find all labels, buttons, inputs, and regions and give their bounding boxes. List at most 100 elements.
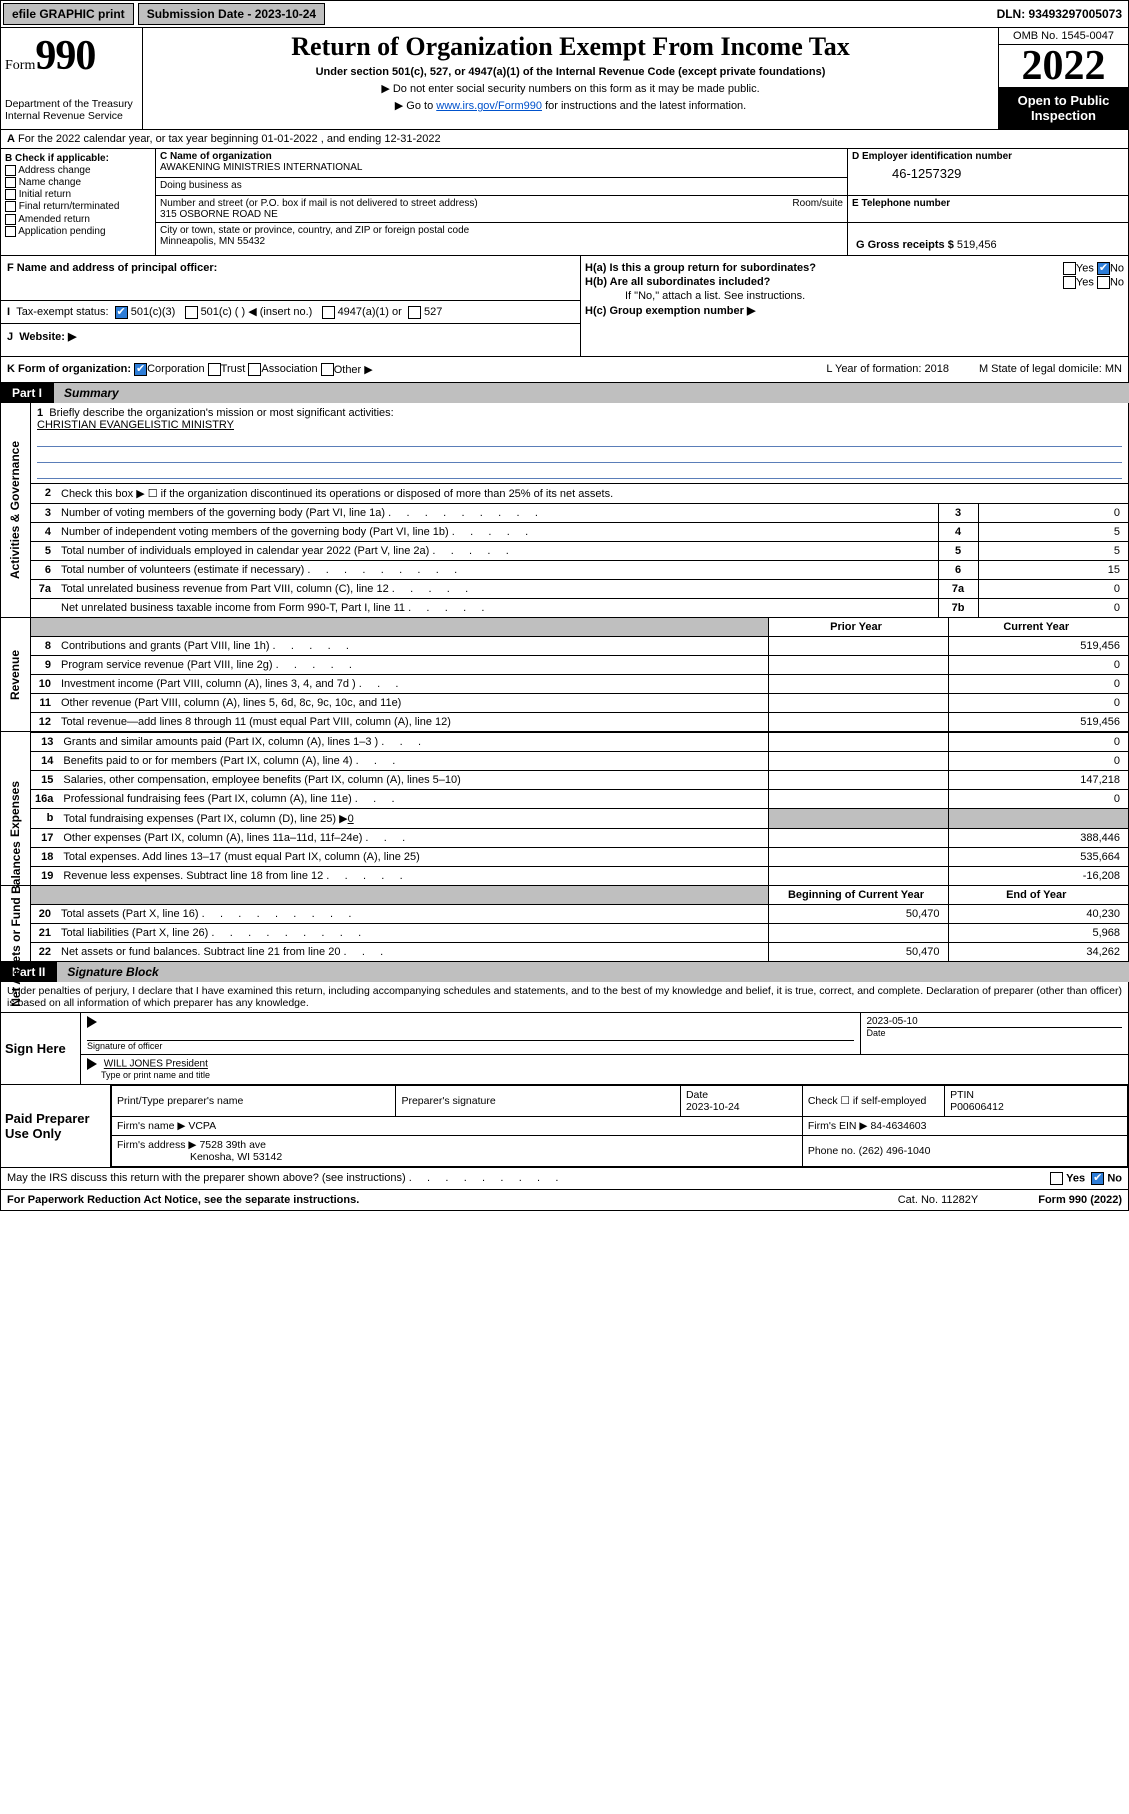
pdate-label: Date [686, 1089, 708, 1101]
opt-final: Final return/terminated [19, 202, 120, 213]
street-label: Number and street (or P.O. box if mail i… [160, 198, 478, 209]
part1-label: Part I [0, 383, 54, 403]
chk-501c3[interactable]: ✔ [115, 306, 128, 319]
e19-text: Revenue less expenses. Subtract line 18 … [63, 870, 402, 882]
city-row: City or town, state or province, country… [156, 222, 1128, 255]
chk-assoc[interactable] [248, 363, 261, 376]
irs-link[interactable]: www.irs.gov/Form990 [436, 100, 542, 112]
r11-text: Other revenue (Part VIII, column (A), li… [61, 697, 401, 709]
l5-val: 5 [978, 542, 1128, 561]
revenue-section: Revenue Prior YearCurrent Year 8Contribu… [0, 618, 1129, 732]
psig-label: Preparer's signature [396, 1086, 680, 1117]
line-a-text: For the 2022 calendar year, or tax year … [18, 133, 441, 145]
chk-other[interactable] [321, 363, 334, 376]
expenses-table: 13Grants and similar amounts paid (Part … [31, 732, 1128, 885]
column-cd: C Name of organization AWAKENING MINISTR… [156, 149, 1128, 255]
ein-box: D Employer identification number 46-1257… [848, 149, 1128, 195]
chk-4947[interactable] [322, 306, 335, 319]
chk-corp[interactable]: ✔ [134, 363, 147, 376]
chk-address[interactable]: Address change [5, 165, 151, 176]
chk-final[interactable]: Final return/terminated [5, 201, 151, 212]
type-name-label: Type or print name and title [101, 1070, 210, 1080]
l3-text: Number of voting members of the governin… [61, 507, 538, 519]
l6-text: Total number of volunteers (estimate if … [61, 564, 457, 576]
sign-here-label: Sign Here [1, 1013, 81, 1084]
l2-text: Check this box ▶ ☐ if the organization d… [57, 484, 1128, 504]
hb-yes[interactable] [1063, 276, 1076, 289]
may-yes-txt: Yes [1066, 1172, 1085, 1184]
vlabel-exp-text: Expenses [9, 780, 23, 836]
ha-yes[interactable] [1063, 262, 1076, 275]
expenses-section: Expenses 13Grants and similar amounts pa… [0, 732, 1129, 886]
bcy-header: Beginning of Current Year [768, 886, 948, 905]
chk-initial[interactable]: Initial return [5, 189, 151, 200]
line-a: A For the 2022 calendar year, or tax yea… [0, 130, 1129, 149]
form-title: Return of Organization Exempt From Incom… [149, 32, 992, 62]
r8-text: Contributions and grants (Part VIII, lin… [61, 640, 349, 652]
l7a-text: Total unrelated business revenue from Pa… [61, 583, 468, 595]
hb-no[interactable] [1097, 276, 1110, 289]
part1-title: Summary [54, 383, 1129, 403]
yes-txt2: Yes [1076, 276, 1094, 288]
k-o1: Corporation [147, 363, 204, 376]
e14-val: 0 [948, 752, 1128, 771]
opt-pending: Application pending [18, 226, 105, 237]
chk-name[interactable]: Name change [5, 177, 151, 188]
chk-trust[interactable] [208, 363, 221, 376]
city-box: City or town, state or province, country… [156, 223, 848, 255]
header-middle: Return of Organization Exempt From Incom… [143, 28, 998, 129]
paid-preparer-label: Paid Preparer Use Only [1, 1085, 111, 1167]
triangle-icon-2 [87, 1058, 97, 1070]
chk-pending[interactable]: Application pending [5, 226, 151, 237]
chk-501c[interactable] [185, 306, 198, 319]
k-label: K Form of organization: [7, 363, 131, 376]
note-post: for instructions and the latest informat… [542, 100, 746, 112]
may-no-txt: No [1107, 1172, 1122, 1184]
submission-date-button[interactable]: Submission Date - 2023-10-24 [138, 3, 325, 25]
may-no[interactable]: ✔ [1091, 1172, 1104, 1185]
e15-val: 147,218 [948, 771, 1128, 790]
phone-label: Phone no. [808, 1145, 856, 1157]
street-value: 315 OSBORNE ROAD NE [160, 209, 278, 220]
k-o3: Association [261, 363, 317, 376]
dba-label: Doing business as [160, 180, 242, 191]
r11-val: 0 [948, 694, 1128, 713]
ha-label: H(a) Is this a group return for subordin… [585, 262, 816, 274]
may-yes[interactable] [1050, 1172, 1063, 1185]
signature-declaration: Under penalties of perjury, I declare th… [0, 982, 1129, 1013]
i-o4: 527 [424, 306, 442, 318]
g-value: 519,456 [957, 239, 997, 251]
no-txt2: No [1110, 276, 1124, 288]
l5-text: Total number of individuals employed in … [61, 545, 509, 557]
line1: 1 Briefly describe the organization's mi… [31, 403, 1128, 483]
name-box: C Name of organization AWAKENING MINISTR… [156, 149, 848, 195]
e19-val: -16,208 [948, 867, 1128, 886]
efile-button[interactable]: efile GRAPHIC print [3, 3, 134, 25]
r9-text: Program service revenue (Part VIII, line… [61, 659, 352, 671]
n21e-val: 5,968 [948, 924, 1128, 943]
chk-amended[interactable]: Amended return [5, 214, 151, 225]
n22-text: Net assets or fund balances. Subtract li… [61, 946, 383, 958]
n22e-val: 34,262 [948, 943, 1128, 962]
n21-text: Total liabilities (Part X, line 26) [61, 927, 361, 939]
ein-value: 46-1257329 [852, 162, 1124, 181]
col-b-label: B Check if applicable: [5, 153, 109, 164]
vlabel-revenue: Revenue [1, 618, 31, 731]
l7b-val: 0 [978, 599, 1128, 618]
room-label: Room/suite [792, 198, 843, 209]
l7a-val: 0 [978, 580, 1128, 599]
hb-label: H(b) Are all subordinates included? [585, 276, 770, 288]
ha-no[interactable]: ✔ [1097, 262, 1110, 275]
fh-row: F Name and address of principal officer:… [0, 256, 1129, 357]
street-box: Number and street (or P.O. box if mail i… [156, 196, 848, 222]
r9-val: 0 [948, 656, 1128, 675]
n20e-val: 40,230 [948, 905, 1128, 924]
c-label: C Name of organization [160, 151, 272, 162]
chk-527[interactable] [408, 306, 421, 319]
k-row: K Form of organization: ✔ Corporation Tr… [0, 357, 1129, 383]
sign-here-block: Sign Here Signature of officer 2023-05-1… [0, 1013, 1129, 1085]
netassets-section: Net Assets or Fund Balances Beginning of… [0, 886, 1129, 962]
dln-text: DLN: 93493297005073 [997, 7, 1128, 21]
vlabel-rev-text: Revenue [9, 649, 23, 699]
l-year: L Year of formation: 2018 [826, 363, 949, 376]
